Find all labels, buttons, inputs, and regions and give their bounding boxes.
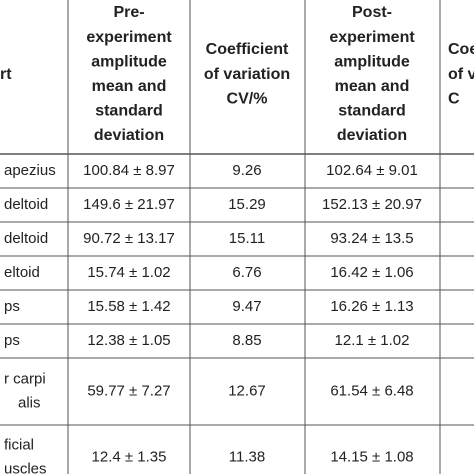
row-label: ficial (4, 436, 34, 453)
header-text: CV/% (227, 90, 268, 107)
cell-text: 15.29 (228, 196, 266, 213)
header-text: standard (95, 103, 163, 120)
row-label: ps (4, 332, 20, 349)
cell-text: 93.24 ± 13.5 (330, 230, 413, 247)
header-text: experiment (329, 29, 415, 46)
cell-text: 102.64 ± 9.01 (326, 162, 418, 179)
cell-text: 12.1 ± 1.02 (335, 332, 410, 349)
header-text: experiment (86, 29, 172, 46)
cell-text: 90.72 ± 13.17 (83, 230, 175, 247)
row-label: ps (4, 298, 20, 315)
cell-text: 15.58 ± 1.42 (87, 298, 170, 315)
header-text: of variation (204, 66, 290, 83)
header-text: standard (338, 103, 406, 120)
header-text: amplitude (334, 53, 410, 70)
cell-text: 61.54 ± 6.48 (330, 382, 413, 399)
cell-text: 152.13 ± 20.97 (322, 196, 422, 213)
cell-text: 59.77 ± 7.27 (87, 382, 170, 399)
header-text: amplitude (91, 53, 167, 70)
cell-text: 14.15 ± 1.08 (330, 448, 413, 465)
header-text: rt (0, 66, 12, 83)
header-text: C (448, 90, 460, 107)
cell-text: 12.67 (228, 382, 266, 399)
row-label: deltoid (4, 230, 48, 247)
cell-text: 16.26 ± 1.13 (330, 298, 413, 315)
header-text: of v (448, 66, 474, 83)
cell-text: 9.26 (232, 162, 261, 179)
cell-text: 12.38 ± 1.05 (87, 332, 170, 349)
header-text: Coefficient (206, 41, 289, 58)
header-text: Pre- (113, 4, 144, 21)
cell-text: 6.76 (232, 264, 261, 281)
header-text: Coe (448, 41, 474, 58)
cell-text: 100.84 ± 8.97 (83, 162, 175, 179)
cell-text: 8.85 (232, 332, 261, 349)
row-label: r carpi (4, 370, 46, 387)
header-text: deviation (337, 127, 407, 144)
cell-text: 12.4 ± 1.35 (92, 448, 167, 465)
header-text: Post- (352, 4, 392, 21)
header-text: mean and (335, 78, 410, 95)
row-label: deltoid (4, 196, 48, 213)
row-label: alis (18, 394, 41, 411)
header-text: mean and (92, 78, 167, 95)
cell-text: 11.38 (229, 448, 265, 465)
cell-text: 9.47 (232, 298, 261, 315)
cell-text: 15.74 ± 1.02 (87, 264, 170, 281)
cell-text: 15.11 (229, 230, 265, 247)
row-label: uscles (4, 460, 47, 474)
cell-text: 149.6 ± 21.97 (83, 196, 175, 213)
cell-text: 16.42 ± 1.06 (330, 264, 413, 281)
header-text: deviation (94, 127, 164, 144)
row-label: apezius (4, 162, 56, 179)
row-label: eltoid (4, 264, 40, 281)
